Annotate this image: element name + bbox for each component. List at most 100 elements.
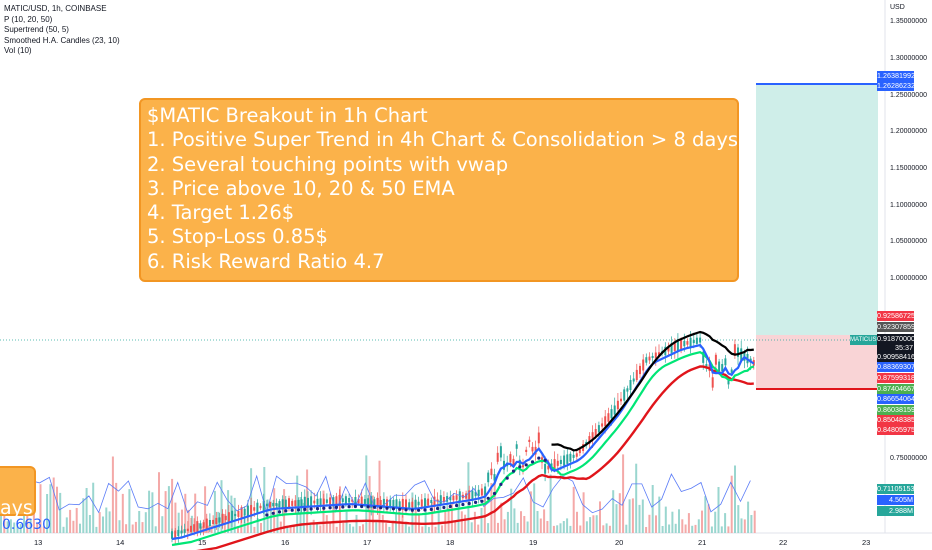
volume-bar bbox=[283, 489, 286, 533]
volume-bar bbox=[487, 523, 490, 533]
volume-bar bbox=[615, 504, 618, 533]
time-tick: 22 bbox=[779, 538, 788, 547]
volume-bar bbox=[131, 524, 134, 533]
volume-bar bbox=[299, 497, 302, 533]
ha-dot bbox=[366, 505, 370, 509]
volume-bar bbox=[227, 490, 230, 533]
volume-bar bbox=[161, 516, 164, 533]
ha-dot bbox=[429, 507, 433, 511]
time-tick: 17 bbox=[363, 538, 372, 547]
volume-bar bbox=[513, 508, 516, 533]
volume-bar bbox=[312, 519, 315, 533]
volume-bar bbox=[187, 509, 190, 533]
volume-bar bbox=[167, 486, 170, 533]
volume-bar bbox=[52, 477, 55, 533]
volume-bar bbox=[691, 525, 694, 533]
volume-bar bbox=[362, 524, 364, 533]
volume-bar bbox=[454, 521, 457, 533]
volume-bar bbox=[286, 526, 289, 533]
volume-bar bbox=[115, 482, 118, 533]
volume-bar bbox=[520, 511, 522, 533]
volume-bar bbox=[355, 514, 358, 533]
trade-idea-callout[interactable]: $MATIC Breakout in 1h Chart 1. Positive … bbox=[139, 98, 739, 282]
partial-callout[interactable] bbox=[0, 466, 36, 516]
volume-bar bbox=[556, 525, 559, 533]
indicator-volume[interactable]: Vol (10) bbox=[4, 46, 32, 55]
smoothed-price-label: 0.90958416 bbox=[877, 352, 915, 362]
volume-bar bbox=[704, 496, 707, 533]
volume-bar bbox=[408, 526, 411, 533]
volume-bar bbox=[510, 488, 513, 533]
volume-bar bbox=[75, 508, 78, 533]
volume-bar bbox=[635, 463, 638, 533]
symbol-title[interactable]: MATIC/USD, 1h, COINBASE bbox=[4, 4, 107, 13]
ha-dot bbox=[347, 505, 351, 509]
ha-dot bbox=[492, 491, 497, 496]
target-price-label: 1.26381992 bbox=[877, 71, 915, 81]
volume-bar bbox=[391, 521, 394, 533]
price-tick: 1.00000000 bbox=[890, 275, 927, 282]
volume-bar bbox=[529, 491, 532, 533]
volume-bar bbox=[263, 467, 266, 533]
volume-bar bbox=[539, 518, 542, 533]
target-zone[interactable] bbox=[756, 84, 878, 335]
smoothed-ha-line bbox=[551, 330, 754, 452]
volume-bar bbox=[434, 526, 437, 533]
volume-bar bbox=[204, 486, 207, 533]
volume-bar bbox=[641, 499, 644, 533]
volume-bar bbox=[631, 498, 634, 533]
volume-bar bbox=[592, 515, 595, 533]
price-label: 0.71105153 bbox=[877, 484, 915, 494]
volume-bar bbox=[664, 506, 667, 533]
volume-bar bbox=[655, 515, 657, 533]
volume-bar bbox=[450, 503, 453, 533]
volume-bar bbox=[398, 509, 401, 533]
volume-bar bbox=[62, 526, 65, 533]
ha-dot bbox=[271, 511, 275, 515]
volume-bar bbox=[424, 499, 427, 533]
volume-bar bbox=[342, 522, 345, 533]
price-axis-currency: USD bbox=[890, 4, 905, 11]
indicator-ema[interactable]: P (10, 20, 50) bbox=[4, 14, 53, 24]
time-tick: 15 bbox=[198, 538, 207, 547]
indicator-supertrend[interactable]: Supertrend (50, 5) bbox=[4, 25, 69, 34]
time-tick: 14 bbox=[116, 538, 125, 547]
ha-dot bbox=[391, 507, 395, 511]
volume-bar bbox=[56, 486, 58, 533]
volume-bar bbox=[727, 526, 730, 533]
volume-bar bbox=[638, 504, 641, 533]
volume-bar bbox=[6, 521, 9, 533]
ha-dot bbox=[436, 506, 440, 511]
countdown-label: 35:37 bbox=[877, 343, 914, 353]
volume-bar bbox=[141, 522, 144, 533]
ema20-line bbox=[171, 351, 755, 547]
volume-bar bbox=[65, 517, 68, 533]
volume-bar bbox=[289, 525, 292, 533]
volume-bar bbox=[358, 526, 361, 533]
volume-bar bbox=[200, 526, 203, 533]
indicator-smoothed-ha[interactable]: Smoothed H.A. Candles (23, 10) bbox=[4, 35, 120, 45]
price-label: 0.86654064 bbox=[877, 394, 915, 404]
volume-bar bbox=[134, 521, 137, 533]
ha-dot bbox=[290, 508, 294, 512]
volume-ma-label: 4.505M bbox=[877, 495, 914, 505]
volume-bar bbox=[523, 516, 526, 533]
volume-bar bbox=[674, 523, 677, 533]
volume-bar bbox=[599, 501, 601, 533]
callout-line: 5. Stop-Loss 0.85$ bbox=[147, 225, 328, 249]
volume-bar bbox=[694, 524, 697, 533]
volume-bar bbox=[190, 515, 193, 533]
volume-bar bbox=[734, 465, 736, 533]
ha-dot bbox=[505, 476, 509, 480]
volume-bar bbox=[490, 483, 493, 533]
volume-bar bbox=[375, 522, 378, 533]
volume-bar bbox=[648, 514, 651, 533]
volume-bar bbox=[174, 502, 177, 533]
volume-bar bbox=[447, 508, 450, 533]
volume-bar bbox=[371, 495, 374, 533]
volume-bar bbox=[460, 511, 463, 533]
volume-bar bbox=[622, 454, 625, 533]
volume-bar bbox=[151, 492, 154, 533]
volume-bar bbox=[125, 524, 128, 533]
volume-bar bbox=[743, 519, 746, 533]
